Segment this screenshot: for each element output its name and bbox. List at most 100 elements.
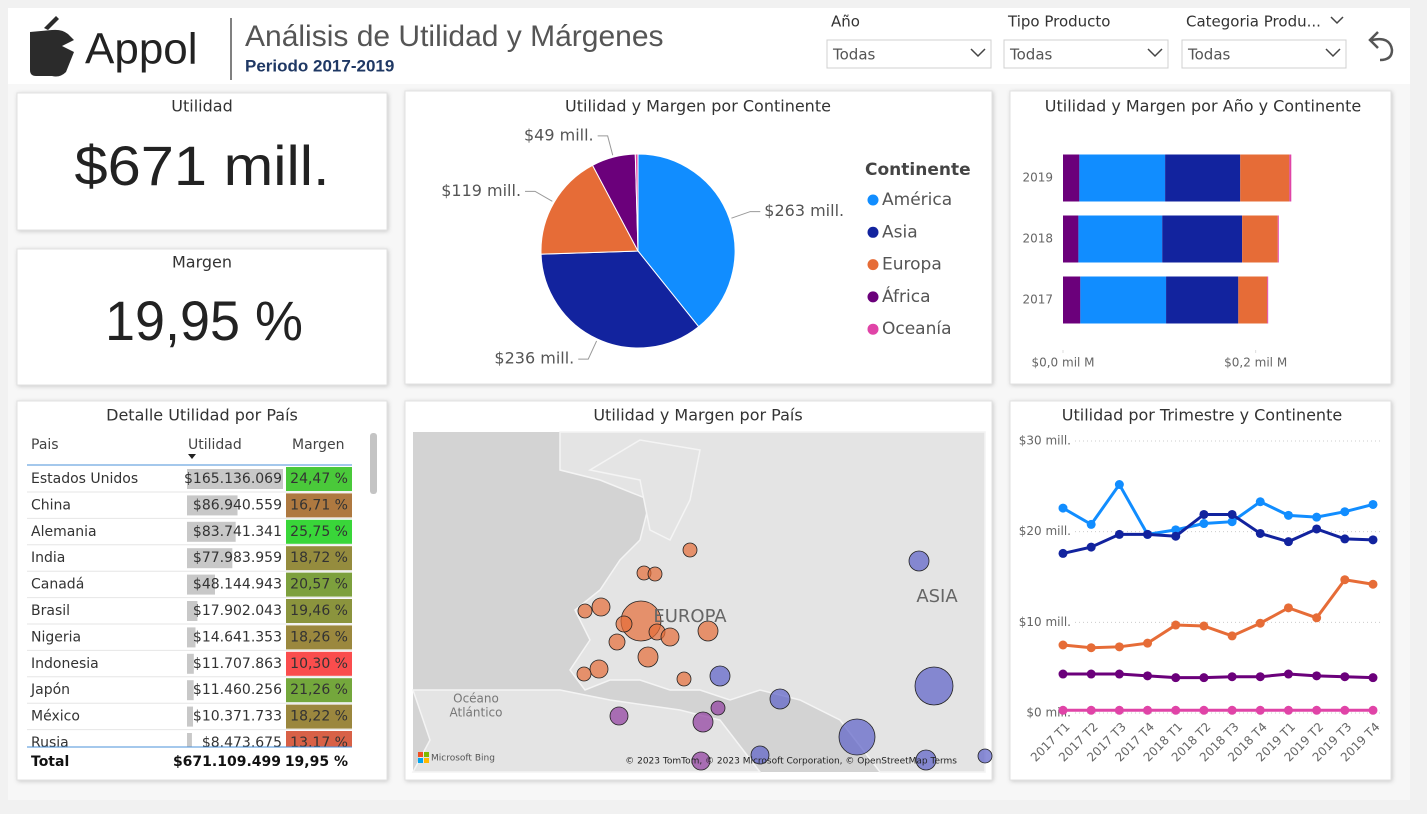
line-marker[interactable] xyxy=(1171,531,1181,541)
map-bubble[interactable] xyxy=(608,633,626,651)
line-marker[interactable] xyxy=(1255,497,1265,507)
map-bubble[interactable] xyxy=(660,627,680,647)
map-bubble[interactable] xyxy=(577,603,593,619)
filter-dropdown[interactable] xyxy=(826,39,992,69)
map-bubble[interactable] xyxy=(692,711,714,733)
line-marker[interactable] xyxy=(1199,621,1209,631)
line-marker[interactable] xyxy=(1086,705,1096,715)
line-marker[interactable] xyxy=(1143,529,1153,539)
line-marker[interactable] xyxy=(1283,510,1293,520)
line-marker[interactable] xyxy=(1283,537,1293,547)
line-marker[interactable] xyxy=(1340,575,1350,585)
line-marker[interactable] xyxy=(1058,640,1068,650)
filter-dropdown[interactable] xyxy=(1181,39,1347,69)
map-bubble[interactable] xyxy=(710,700,726,716)
line-marker[interactable] xyxy=(1114,705,1124,715)
line-marker[interactable] xyxy=(1283,669,1293,679)
map-bubble[interactable] xyxy=(576,666,592,682)
line-marker[interactable] xyxy=(1368,579,1378,589)
line-marker[interactable] xyxy=(1227,509,1237,519)
line-marker[interactable] xyxy=(1199,519,1209,529)
map-bubble[interactable] xyxy=(615,615,633,633)
map-bubble[interactable] xyxy=(637,646,659,668)
filter-expand[interactable] xyxy=(1330,16,1344,25)
line-marker[interactable] xyxy=(1199,673,1209,683)
map-bubble[interactable] xyxy=(769,688,791,710)
line-marker[interactable] xyxy=(1199,509,1209,519)
line-marker[interactable] xyxy=(1058,669,1068,679)
line-marker[interactable] xyxy=(1340,672,1350,682)
line-marker[interactable] xyxy=(1255,705,1265,715)
line-marker[interactable] xyxy=(1227,517,1237,527)
map-bubble[interactable] xyxy=(977,748,993,764)
map-bubble[interactable] xyxy=(908,550,930,572)
line-marker[interactable] xyxy=(1255,528,1265,538)
filter-chevron[interactable] xyxy=(1147,48,1163,58)
filter-chevron[interactable] xyxy=(970,48,986,58)
line-marker[interactable] xyxy=(1086,519,1096,529)
legend-marker[interactable] xyxy=(867,259,879,271)
line-marker[interactable] xyxy=(1114,669,1124,679)
line-marker[interactable] xyxy=(1143,638,1153,648)
map-bubble[interactable] xyxy=(750,745,770,765)
line-marker[interactable] xyxy=(1368,535,1378,545)
line-marker[interactable] xyxy=(1340,507,1350,517)
map-bubble[interactable] xyxy=(682,542,698,558)
line-marker[interactable] xyxy=(1058,705,1068,715)
line-marker[interactable] xyxy=(1227,672,1237,682)
line-marker[interactable] xyxy=(1312,671,1322,681)
line-marker[interactable] xyxy=(1086,669,1096,679)
map-bubble[interactable] xyxy=(697,620,719,642)
line-marker[interactable] xyxy=(1171,673,1181,683)
map-bubble[interactable] xyxy=(647,566,663,582)
filter-dropdown[interactable] xyxy=(1003,39,1169,69)
line-marker[interactable] xyxy=(1312,524,1322,534)
line-marker[interactable] xyxy=(1368,673,1378,683)
line-marker[interactable] xyxy=(1283,603,1293,613)
map-bubble[interactable] xyxy=(589,659,609,679)
line-marker[interactable] xyxy=(1340,705,1350,715)
line-marker[interactable] xyxy=(1255,618,1265,628)
map-bubble[interactable] xyxy=(591,597,611,617)
line-marker[interactable] xyxy=(1312,512,1322,522)
line-marker[interactable] xyxy=(1143,671,1153,681)
line-marker[interactable] xyxy=(1114,480,1124,490)
line-marker[interactable] xyxy=(1368,499,1378,509)
map-bubble[interactable] xyxy=(838,718,876,756)
line-marker[interactable] xyxy=(1171,525,1181,535)
map-bubble[interactable] xyxy=(914,666,954,706)
line-marker[interactable] xyxy=(1340,534,1350,544)
sort-indicator[interactable] xyxy=(188,454,196,459)
line-marker[interactable] xyxy=(1171,705,1181,715)
line-marker[interactable] xyxy=(1312,613,1322,623)
line-marker[interactable] xyxy=(1143,705,1153,715)
back-head[interactable] xyxy=(1368,31,1379,49)
map-bubble[interactable] xyxy=(691,751,711,771)
line-marker[interactable] xyxy=(1283,705,1293,715)
line-marker[interactable] xyxy=(1114,642,1124,652)
legend-marker[interactable] xyxy=(867,226,879,238)
legend-marker[interactable] xyxy=(867,194,879,206)
scrollbar[interactable] xyxy=(370,433,377,494)
line-marker[interactable] xyxy=(1086,542,1096,552)
line-marker[interactable] xyxy=(1058,548,1068,558)
legend-marker[interactable] xyxy=(867,323,879,335)
back-arc[interactable] xyxy=(1371,37,1394,62)
map-bubble[interactable] xyxy=(609,706,629,726)
map-bubble[interactable] xyxy=(915,749,937,771)
line-marker[interactable] xyxy=(1255,672,1265,682)
map-bubble[interactable] xyxy=(709,665,731,687)
line-marker[interactable] xyxy=(1086,643,1096,653)
filter-chevron[interactable] xyxy=(1325,48,1341,58)
line-marker[interactable] xyxy=(1312,705,1322,715)
line-marker[interactable] xyxy=(1368,705,1378,715)
back-button[interactable] xyxy=(1368,31,1394,62)
line-marker[interactable] xyxy=(1058,503,1068,513)
map-bubble[interactable] xyxy=(676,671,692,687)
line-marker[interactable] xyxy=(1199,705,1209,715)
line-marker[interactable] xyxy=(1114,529,1124,539)
line-marker[interactable] xyxy=(1171,620,1181,630)
legend-marker[interactable] xyxy=(867,291,879,303)
line-marker[interactable] xyxy=(1227,631,1237,641)
line-marker[interactable] xyxy=(1227,705,1237,715)
